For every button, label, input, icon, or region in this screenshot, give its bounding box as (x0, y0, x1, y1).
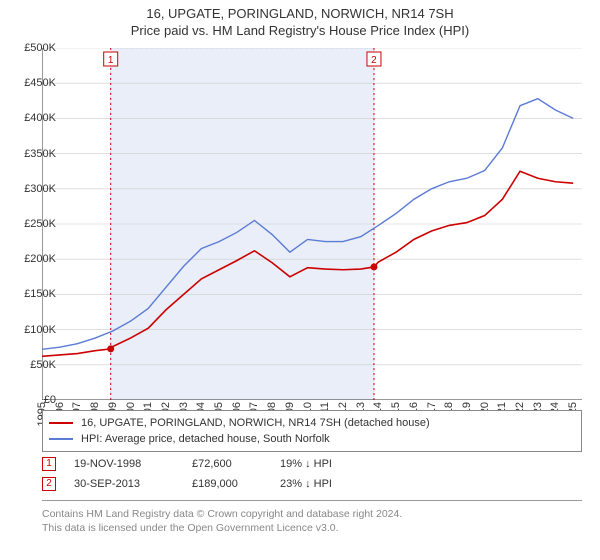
y-tick-label: £400K (6, 112, 56, 124)
sale-row: 1 19-NOV-1998 £72,600 19% ↓ HPI (42, 454, 582, 474)
sale-delta: 23% ↓ HPI (280, 478, 370, 490)
sale-marker: 2 (42, 477, 56, 491)
sales-table: 1 19-NOV-1998 £72,600 19% ↓ HPI 2 30-SEP-2013… (42, 454, 582, 494)
footer-line-2: This data is licensed under the Open Gov… (42, 521, 582, 535)
legend-item: 16, UPGATE, PORINGLAND, NORWICH, NR14 7S… (49, 415, 575, 431)
y-tick-label: £450K (6, 77, 56, 89)
y-tick-label: £150K (6, 288, 56, 300)
sale-row: 2 30-SEP-2013 £189,000 23% ↓ HPI (42, 474, 582, 494)
legend-swatch (49, 422, 73, 424)
legend-item: HPI: Average price, detached house, Sout… (49, 431, 575, 447)
y-tick-label: £500K (6, 42, 56, 54)
sale-date: 30-SEP-2013 (74, 478, 174, 490)
line-chart: 12 (42, 48, 582, 400)
legend: 16, UPGATE, PORINGLAND, NORWICH, NR14 7S… (42, 410, 582, 452)
sale-date: 19-NOV-1998 (74, 458, 174, 470)
y-tick-label: £100K (6, 324, 56, 336)
page-subtitle: Price paid vs. HM Land Registry's House … (0, 23, 600, 38)
sale-price: £72,600 (192, 458, 262, 470)
footer-line-1: Contains HM Land Registry data © Crown c… (42, 507, 582, 521)
sale-price: £189,000 (192, 478, 262, 490)
y-tick-label: £250K (6, 218, 56, 230)
y-tick-label: £300K (6, 183, 56, 195)
sale-marker: 1 (42, 457, 56, 471)
y-tick-label: £200K (6, 253, 56, 265)
legend-label: HPI: Average price, detached house, Sout… (81, 433, 330, 445)
y-tick-label: £350K (6, 148, 56, 160)
legend-label: 16, UPGATE, PORINGLAND, NORWICH, NR14 7S… (81, 417, 430, 429)
svg-text:1: 1 (108, 55, 114, 66)
y-tick-label: £50K (6, 359, 56, 371)
chart-area: 12 (42, 48, 582, 400)
title-block: 16, UPGATE, PORINGLAND, NORWICH, NR14 7S… (0, 0, 600, 38)
sale-delta: 19% ↓ HPI (280, 458, 370, 470)
legend-swatch (49, 438, 73, 440)
y-tick-label: £0 (6, 394, 56, 406)
footer-note: Contains HM Land Registry data © Crown c… (42, 500, 582, 535)
svg-text:2: 2 (371, 55, 377, 66)
page-title: 16, UPGATE, PORINGLAND, NORWICH, NR14 7S… (0, 6, 600, 21)
